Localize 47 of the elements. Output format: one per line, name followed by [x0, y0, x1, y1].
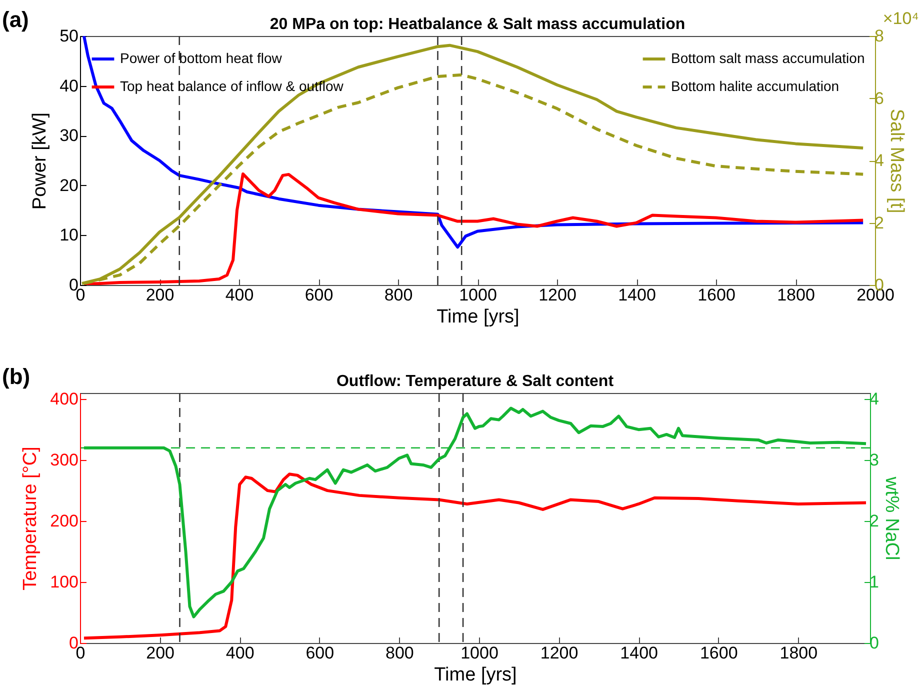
x-tick-label: 1800	[780, 644, 818, 662]
x-tick-label: 1000	[459, 286, 497, 304]
line-series	[82, 172, 865, 285]
x-tick-label: 1800	[777, 286, 815, 304]
legend-label: Power of bottom heat flow	[120, 50, 283, 66]
y2-axis-title: wt% NaCl	[880, 476, 902, 560]
x-axis-title: Time [yrs]	[436, 306, 520, 328]
y-tick-label: 10	[60, 226, 78, 245]
y2-axis-title: Salt Mass [t]	[886, 108, 907, 214]
x-tick-label: 1400	[620, 644, 658, 662]
y2-tick-label: 3	[870, 450, 879, 470]
y-tick-label: 50	[60, 26, 78, 46]
x-tick-label: 1200	[538, 286, 576, 304]
x-tick-label: 1400	[618, 286, 656, 304]
x-tick-label: 200	[146, 286, 174, 304]
y-tick-label: 200	[50, 512, 78, 531]
x-tick-label: 1000	[460, 644, 498, 662]
y2-tick-label: 1	[870, 572, 879, 592]
text: ×10⁴	[882, 9, 919, 28]
y-axis-title: Power [kW]	[30, 112, 51, 210]
text: (b)	[2, 364, 30, 389]
legend-label: Bottom halite accumulation	[671, 78, 840, 94]
x-tick-label: 400	[226, 644, 254, 662]
y-tick-label: 40	[60, 76, 78, 96]
x-tick-label: 600	[304, 286, 334, 304]
y2-tick-label: 8	[874, 26, 884, 46]
line-series	[82, 472, 868, 640]
x-tick-label: 1600	[698, 286, 736, 304]
x-tick-label: 600	[306, 644, 334, 662]
chart-title: Outflow: Temperature & Salt content	[336, 373, 614, 390]
x-tick-label: 200	[146, 644, 174, 662]
y-tick-label: 400	[50, 390, 78, 409]
y-tick-label: 30	[60, 126, 78, 146]
y-tick-label: 100	[50, 572, 78, 592]
x-axis-title: Time [yrs]	[434, 664, 517, 686]
y-axis-title: Temperature [°C]	[20, 446, 42, 590]
x-tick-label: 800	[386, 644, 414, 662]
line-series	[82, 406, 868, 618]
x-tick-label: 800	[384, 286, 413, 304]
x-tick-label: 1600	[700, 644, 738, 662]
legend-label: Bottom salt mass accumulation	[671, 50, 865, 66]
x-tick-label: 400	[225, 286, 254, 304]
y-tick-label: 300	[50, 450, 78, 470]
text: (a)	[2, 7, 29, 32]
y-tick-label: 20	[60, 176, 78, 195]
chart-title: 20 MPa on top: Heatbalance & Salt mass accumulation	[270, 16, 686, 33]
x-tick-label: 1200	[540, 644, 578, 662]
